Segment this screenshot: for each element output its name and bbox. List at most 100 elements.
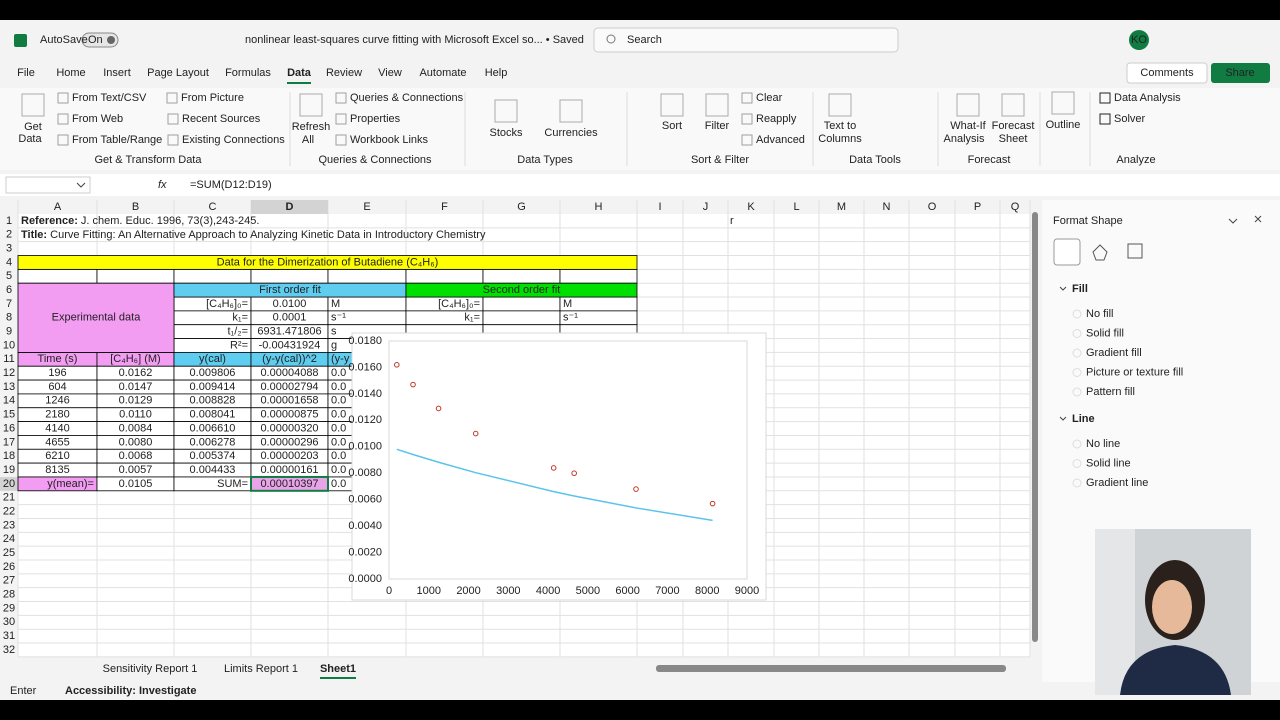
cell-text: 0.0 [331, 436, 346, 448]
ribbon-button[interactable]: Get [24, 121, 42, 133]
row-header: 5 [6, 270, 12, 282]
scroll-thumb[interactable] [1032, 212, 1038, 642]
ribbon-button[interactable]: Data [18, 133, 42, 145]
menu-tab[interactable]: Insert [103, 67, 131, 79]
cell-text: 0.0110 [119, 409, 152, 421]
ribbon-big-icon [956, 93, 980, 117]
ribbon-big-icon [828, 93, 852, 117]
ribbon-button[interactable]: Advanced [756, 134, 805, 146]
row-header: 20 [3, 478, 15, 490]
cell-text: 0.00000320 [260, 422, 318, 434]
search-placeholder: Search [627, 34, 662, 46]
menu-tab[interactable]: Automate [419, 67, 466, 79]
ribbon-button[interactable]: Sort [662, 120, 682, 132]
comments-label: Comments [1140, 67, 1194, 79]
sheet-tab[interactable]: Sensitivity Report 1 [103, 663, 198, 675]
column-header: J [703, 201, 709, 213]
row-header: 3 [6, 243, 12, 255]
ribbon-button[interactable]: All [302, 134, 314, 146]
ribbon-button[interactable]: Columns [818, 133, 862, 145]
cell-text: 0.00010397 [260, 478, 318, 490]
ribbon-button[interactable]: What-If [950, 120, 986, 132]
ribbon-button[interactable]: From Text/CSV [72, 92, 147, 104]
avatar[interactable] [1129, 30, 1149, 50]
ribbon-icon [1099, 92, 1111, 104]
menu-tab[interactable]: File [17, 67, 35, 79]
sheet-tab[interactable]: Sheet1 [320, 663, 356, 675]
share-button[interactable] [1211, 63, 1270, 83]
row-header: 18 [3, 450, 15, 462]
menu-tab[interactable]: Page Layout [147, 67, 209, 79]
ribbon-button[interactable]: From Web [72, 113, 123, 125]
cell-text: R²= [230, 339, 248, 351]
ribbon-button[interactable]: Recent Sources [182, 113, 261, 125]
cell-text: (y-y [331, 353, 350, 365]
menu-tab[interactable]: Review [326, 67, 362, 79]
sheet-tab-bar [0, 658, 1040, 680]
row-header: 30 [3, 616, 15, 628]
name-box[interactable] [5, 176, 91, 194]
cell-text: (y-y(cal))^2 [262, 353, 317, 365]
ribbon-button[interactable]: Reapply [756, 113, 797, 125]
y-tick-label: 0.0180 [348, 335, 382, 347]
cell-text: 0.00004088 [260, 367, 318, 379]
effects-tab[interactable] [1092, 244, 1108, 261]
cell [559, 268, 638, 284]
ribbon-button[interactable]: From Table/Range [72, 134, 162, 146]
ribbon-button[interactable]: Properties [350, 113, 401, 125]
row-header: 27 [3, 575, 15, 587]
ribbon-button[interactable]: Analysis [944, 133, 985, 145]
column-header: G [517, 201, 526, 213]
ribbon-icon [335, 134, 347, 146]
ribbon-big-icon [559, 99, 583, 123]
sheet-tab[interactable]: Limits Report 1 [224, 663, 298, 675]
fill-line-tab[interactable] [1053, 238, 1081, 266]
column-header: I [658, 201, 661, 213]
cell-text: 0.00000875 [260, 409, 318, 421]
radio [1072, 329, 1082, 338]
menu-tab[interactable]: Home [56, 67, 85, 79]
ribbon-icon [167, 134, 179, 146]
h-scroll-thumb[interactable] [656, 665, 1006, 672]
ribbon-button[interactable]: Forecast [992, 120, 1035, 132]
size-tab[interactable] [1127, 243, 1143, 259]
y-tick-label: 0.0120 [348, 414, 382, 426]
pane-option: Gradient fill [1086, 347, 1142, 359]
ribbon-button[interactable]: Queries & Connections [350, 92, 464, 104]
ribbon-button[interactable]: Workbook Links [350, 134, 429, 146]
ribbon-button[interactable]: Stocks [489, 127, 523, 139]
chart-area [351, 332, 767, 601]
active-sheet-underline [320, 677, 356, 679]
cell-value: J. chem. Educ. 1996, 73(3),243-245. [78, 215, 260, 227]
ribbon-button[interactable]: Text to [824, 120, 856, 132]
cell-text: 0.009414 [190, 381, 236, 393]
cell-text: 0.006610 [190, 422, 236, 434]
search-box[interactable] [593, 27, 899, 53]
autosave-toggle[interactable] [81, 32, 119, 48]
ribbon-button[interactable]: Solver [1114, 113, 1146, 125]
ribbon-button[interactable]: Existing Connections [182, 134, 285, 146]
ribbon-button[interactable]: Sheet [999, 133, 1028, 145]
ribbon-button[interactable]: From Picture [181, 92, 244, 104]
column-header: O [928, 201, 937, 213]
ribbon-icon [57, 92, 69, 104]
menu-tab[interactable]: Help [485, 67, 508, 79]
menu-tab[interactable]: View [378, 67, 402, 79]
menu-tab[interactable]: Data [287, 67, 312, 79]
cell [17, 268, 98, 284]
ribbon-button[interactable]: Refresh [292, 121, 331, 133]
pane-controls[interactable] [1228, 215, 1262, 224]
ribbon-button[interactable]: Data Analysis [1114, 92, 1181, 104]
ribbon-button[interactable]: Currencies [544, 127, 598, 139]
menu-tab[interactable]: Formulas [225, 67, 271, 79]
comments-button[interactable] [1126, 62, 1208, 84]
cell [250, 268, 329, 284]
status-mode: Enter [10, 685, 37, 697]
cell-label: Title: [21, 229, 47, 241]
ribbon-button[interactable]: Clear [756, 92, 783, 104]
share-label: Share [1225, 67, 1254, 79]
ribbon-button[interactable]: Filter [705, 120, 730, 132]
data-point [393, 362, 400, 368]
row-header: 22 [3, 505, 15, 517]
row-header: 21 [3, 492, 15, 504]
